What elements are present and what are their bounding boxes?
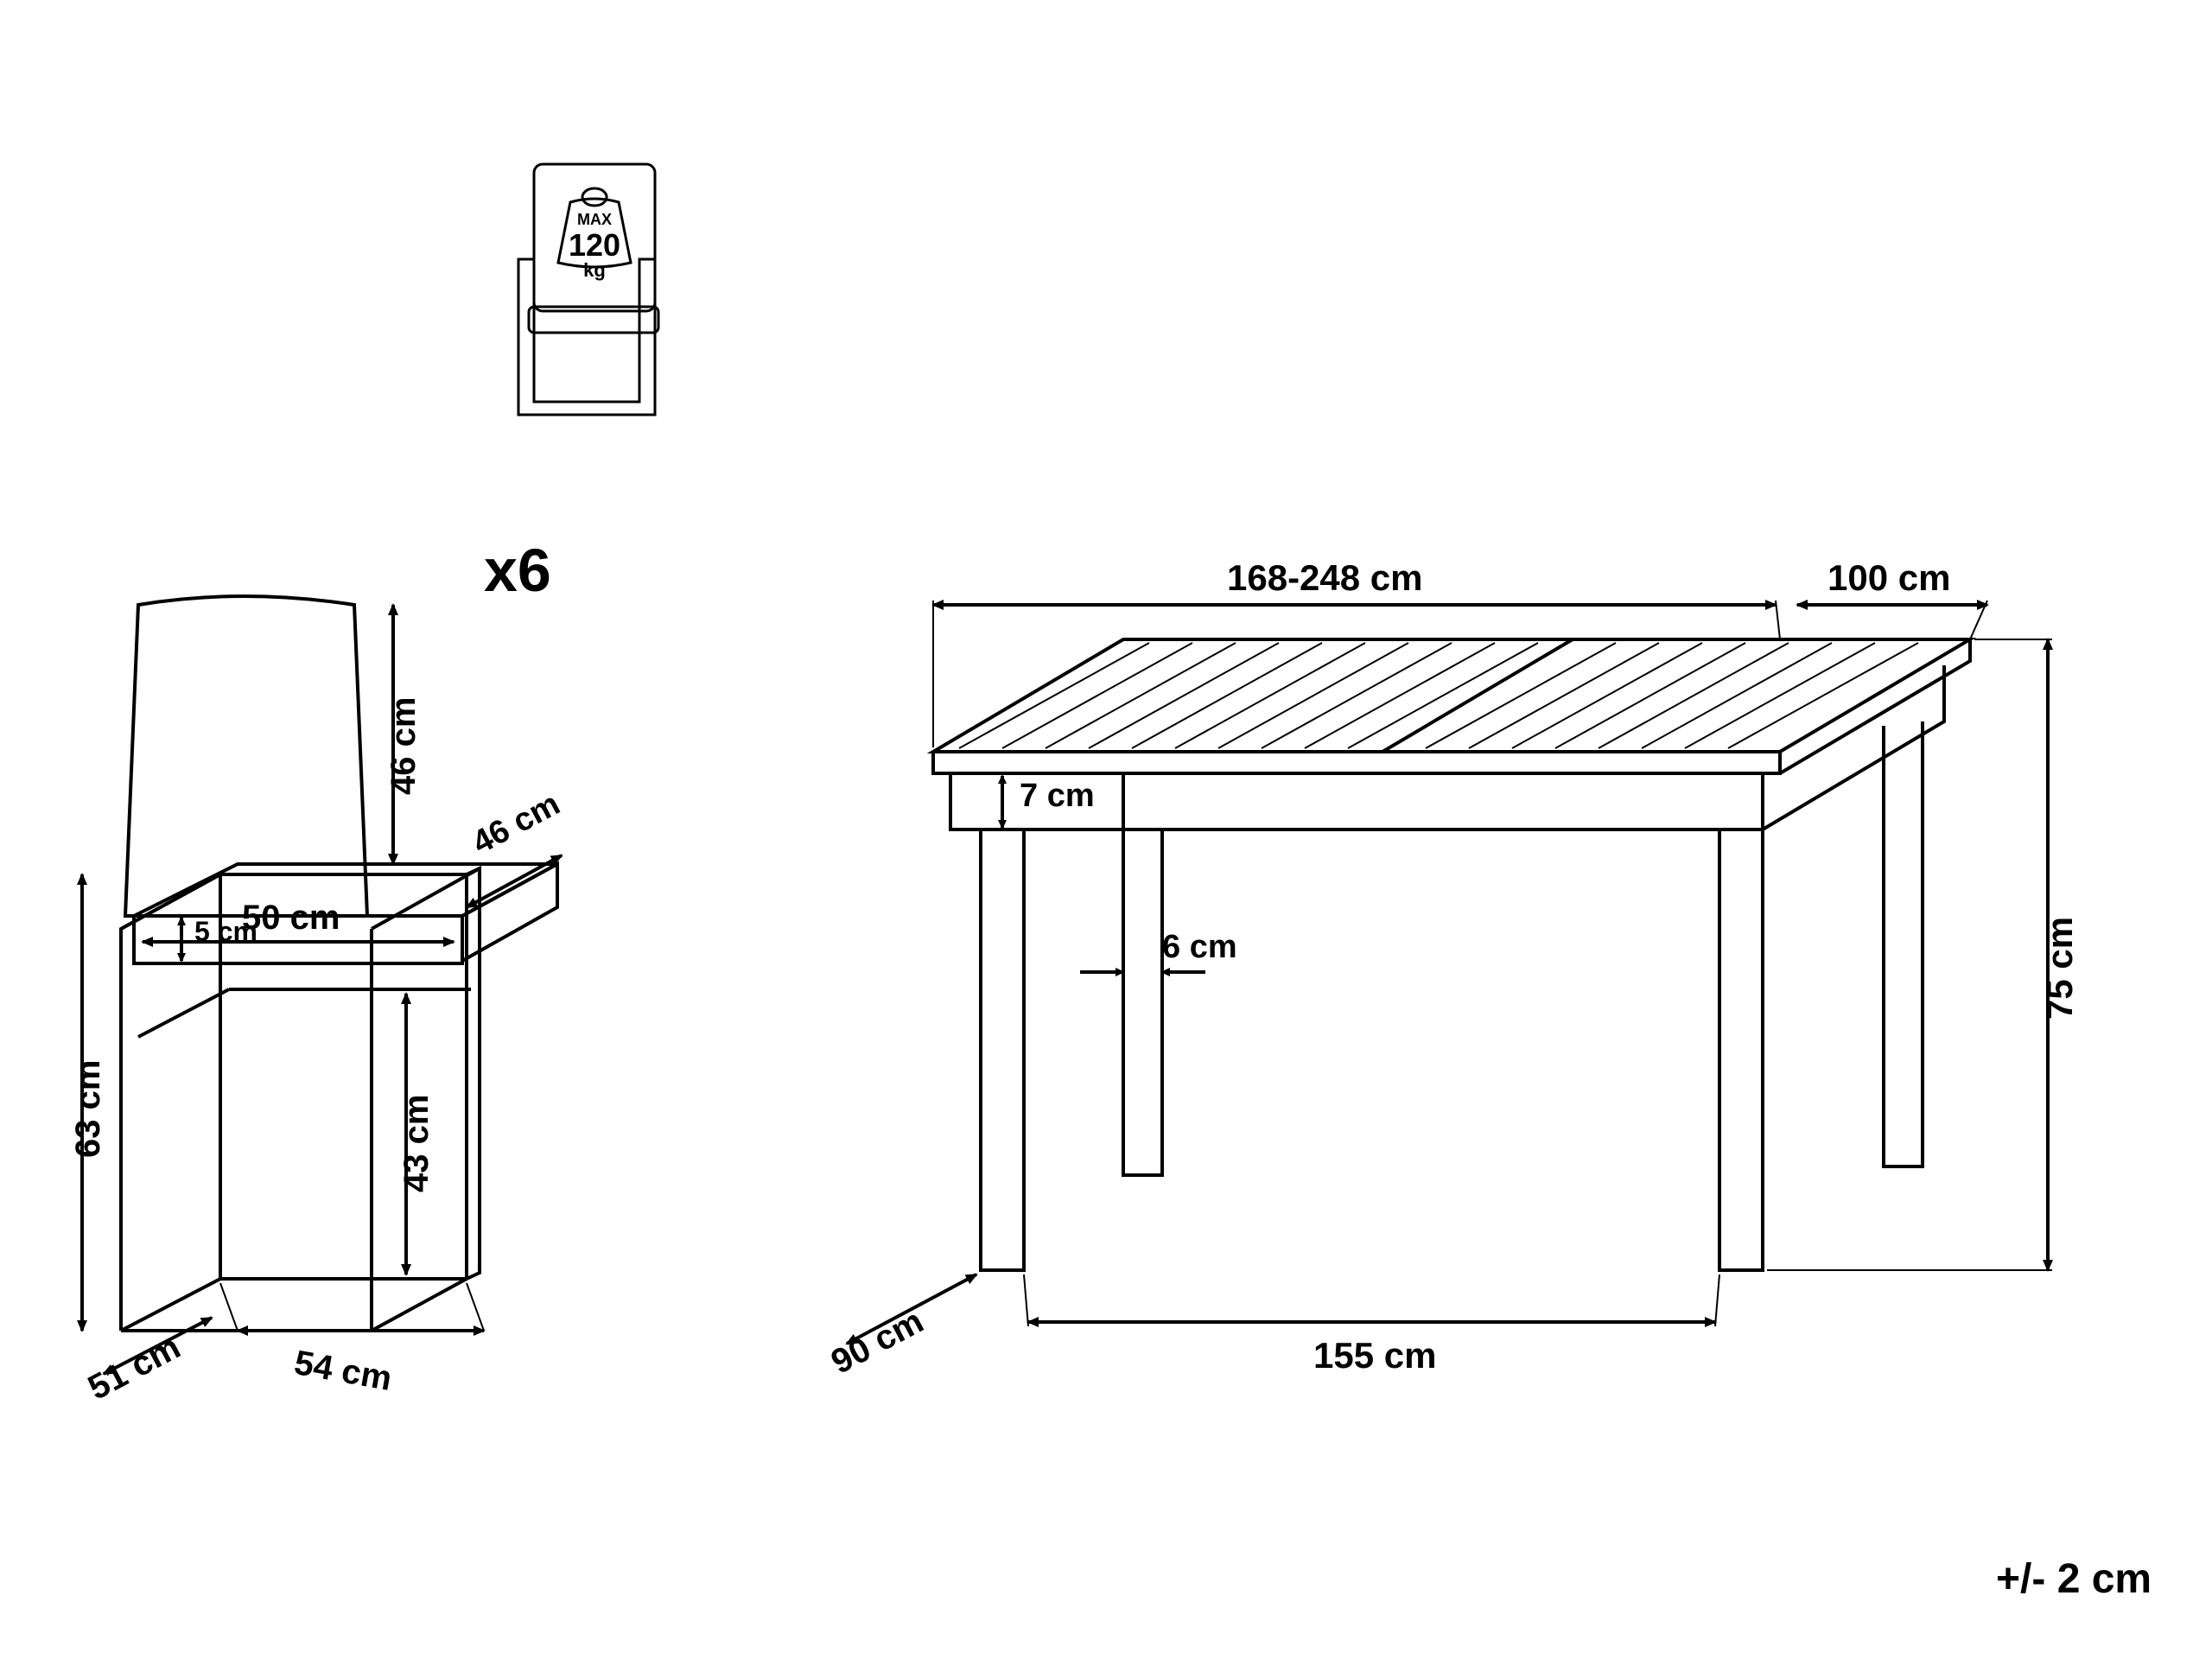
max-label-2: 120 [569,227,620,263]
tolerance-label: +/- 2 cm [1996,1555,2152,1603]
dim-cushion: 5 cm [194,916,257,948]
chair-quantity: x6 [484,536,551,605]
dim-table-length-legs: 155 cm [1313,1335,1436,1376]
diagram-svg: MAX 120 kg [0,0,2212,1659]
dim-arm-height: 63 cm [69,1060,108,1158]
diagram-stage: MAX 120 kg [0,0,2212,1659]
dim-seat-height: 43 cm [397,1095,436,1192]
dim-table-width: 100 cm [1827,557,1950,599]
max-label-1: MAX [577,211,612,228]
dim-table-height: 75 cm [2039,917,2081,1020]
big-chair [121,596,557,1331]
small-chair: MAX 120 kg [518,164,658,415]
table [933,639,1970,1270]
dim-leg-thick: 6 cm [1162,929,1237,966]
max-label-3: kg [583,259,606,281]
dim-table-length: 168-248 cm [1227,557,1423,599]
dim-back-height: 46 cm [385,697,423,795]
dim-apron: 7 cm [1020,778,1095,815]
